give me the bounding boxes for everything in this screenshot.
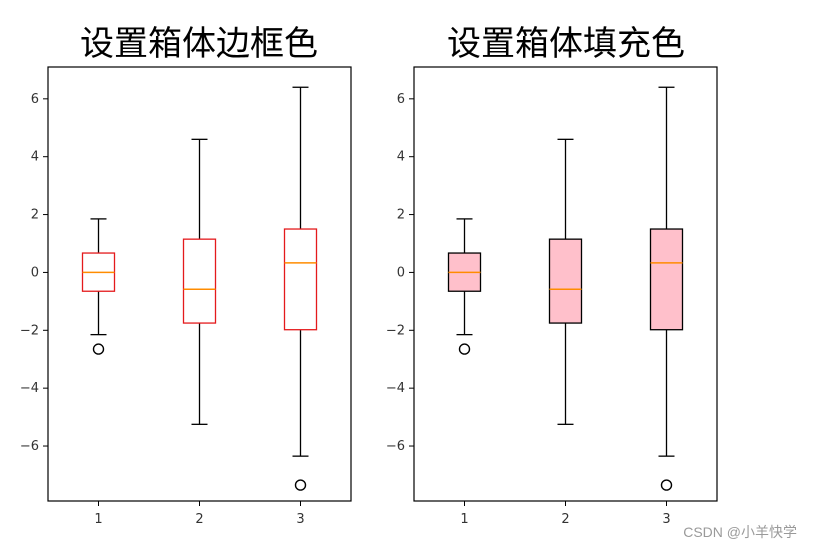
- y-tick-label: 0: [31, 265, 39, 280]
- y-tick-label: −6: [20, 439, 39, 454]
- y-tick-label: −4: [386, 381, 405, 396]
- y-tick-label: 0: [397, 265, 405, 280]
- box-2: [548, 138, 583, 425]
- y-tick-label: 6: [397, 92, 405, 107]
- y-tick-label: 2: [397, 208, 405, 223]
- box-2: [182, 138, 217, 425]
- y-tick-label: 4: [31, 150, 39, 165]
- y-tick-label: 4: [397, 150, 405, 165]
- box-body: [182, 238, 217, 324]
- chart-title: 设置箱体边框色: [80, 24, 318, 64]
- box-1: [81, 218, 116, 355]
- x-tick-label: 3: [296, 512, 304, 527]
- subplot-2: 设置箱体填充色 −6 −4 −2 0 2 4 6 1 2 3: [386, 24, 718, 527]
- flier-point: [660, 479, 673, 491]
- subplot-1: 设置箱体边框色 −6 −4 −2 0 2 4 6 1 2 3: [20, 24, 352, 527]
- box-1: [447, 218, 482, 355]
- box-body: [548, 238, 583, 324]
- axes-frame: [47, 66, 352, 502]
- chart-title: 设置箱体填充色: [447, 24, 685, 64]
- y-tick-label: −2: [386, 323, 405, 338]
- x-tick-label: 3: [662, 512, 670, 527]
- watermark: CSDN @小羊快学: [683, 524, 797, 540]
- y-tick-label: −2: [20, 323, 39, 338]
- x-tick-label: 1: [94, 512, 102, 527]
- y-tick-label: −4: [20, 381, 39, 396]
- box-3: [649, 86, 684, 491]
- box-3: [283, 86, 318, 491]
- y-tick-label: 2: [31, 208, 39, 223]
- box-body: [283, 228, 318, 331]
- x-tick-label: 2: [561, 512, 569, 527]
- x-tick-label: 1: [460, 512, 468, 527]
- box-body: [649, 228, 684, 331]
- y-tick-label: −6: [386, 439, 405, 454]
- y-tick-label: 6: [31, 92, 39, 107]
- flier-point: [92, 343, 105, 355]
- flier-point: [294, 479, 307, 491]
- flier-point: [458, 343, 471, 355]
- x-tick-label: 2: [195, 512, 203, 527]
